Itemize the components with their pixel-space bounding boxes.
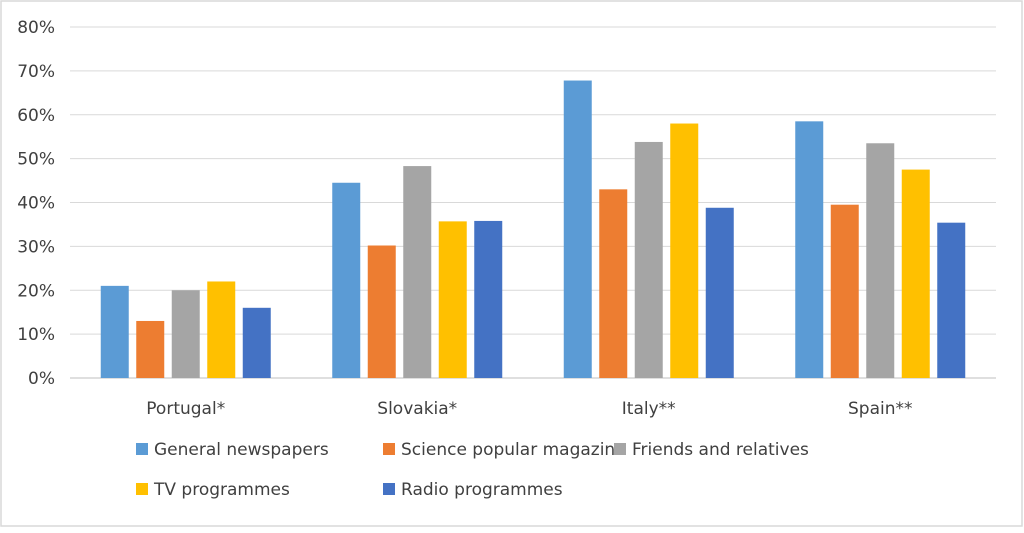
legend-swatch (136, 483, 148, 495)
category-label: Italy** (622, 399, 676, 419)
legend: General newspapers Science popular magazi… (136, 440, 809, 500)
bar (136, 320, 165, 378)
bar (795, 121, 824, 379)
legend-swatch (383, 443, 395, 455)
legend-item: Science popular magazine (383, 440, 626, 460)
legend-swatch (136, 443, 148, 455)
bar (937, 222, 966, 378)
bar (207, 281, 236, 378)
legend-item: Friends and relatives (614, 440, 809, 460)
legend-item: TV programmes (136, 480, 290, 500)
bar (599, 189, 628, 378)
y-tick-label: 20% (17, 281, 55, 301)
y-tick-label: 40% (17, 194, 55, 214)
bar (242, 307, 271, 378)
bar (367, 245, 396, 378)
bar (438, 221, 467, 378)
legend-label: Radio programmes (401, 480, 563, 500)
legend-swatch (614, 443, 626, 455)
bar (705, 207, 734, 378)
y-tick-label: 0% (28, 369, 55, 389)
category-label: Portugal* (146, 399, 225, 419)
legend-label: TV programmes (153, 480, 290, 500)
bar (866, 143, 895, 378)
y-tick-label: 80% (17, 18, 55, 38)
x-axis-categories: Portugal* Slovakia* Italy** Spain** (146, 399, 912, 419)
legend-item: General newspapers (136, 440, 329, 460)
bar (171, 290, 200, 378)
y-tick-label: 60% (17, 106, 55, 126)
y-axis-ticks: 0% 10% 20% 30% 40% 50% 60% 70% 80% (17, 18, 55, 389)
y-tick-label: 70% (17, 62, 55, 82)
legend-label: Science popular magazine (401, 440, 626, 460)
y-tick-label: 30% (17, 237, 55, 257)
bars (100, 80, 966, 379)
y-tick-label: 50% (17, 150, 55, 170)
bar (563, 80, 592, 378)
bar (634, 141, 663, 378)
legend-label: General newspapers (154, 440, 329, 460)
bar (403, 166, 432, 378)
legend-swatch (383, 483, 395, 495)
category-label: Slovakia* (377, 399, 457, 419)
legend-item: Radio programmes (383, 480, 563, 500)
bar (474, 220, 503, 378)
bar (100, 285, 129, 378)
bar (830, 204, 859, 378)
bar (670, 123, 699, 379)
category-label: Spain** (848, 399, 913, 419)
bar (332, 182, 361, 378)
legend-label: Friends and relatives (632, 440, 809, 460)
bar (901, 169, 930, 378)
y-tick-label: 10% (17, 325, 55, 345)
